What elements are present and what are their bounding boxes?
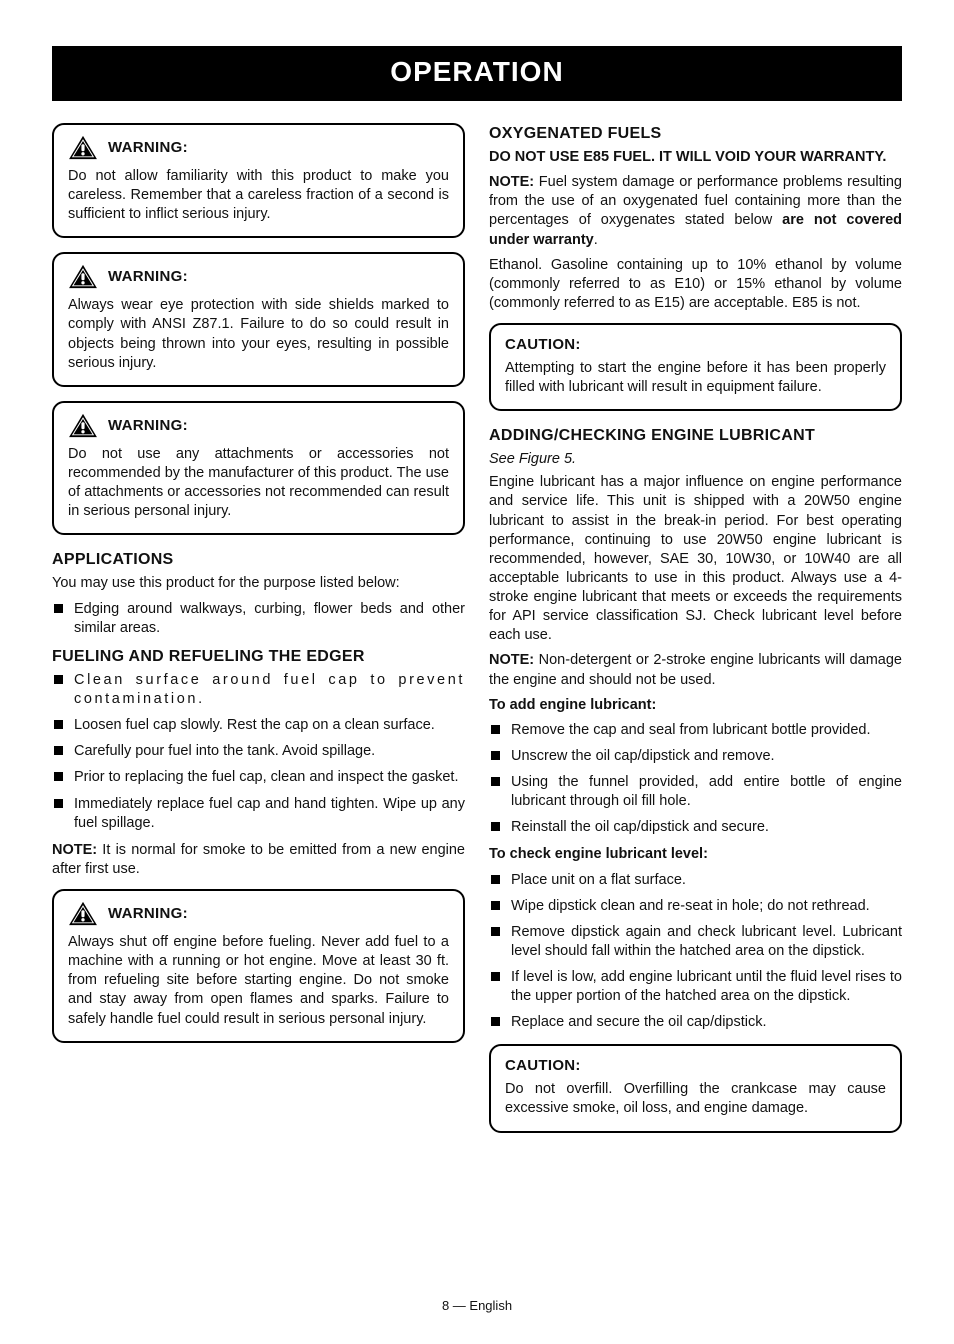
list-item: If level is low, add engine lubricant un… (489, 968, 902, 1006)
warning-box-3: WARNING: Do not use any attachments or a… (52, 401, 465, 536)
caution-body: Do not overfill. Overfilling the crankca… (505, 1080, 886, 1118)
warning-box-2: WARNING: Always wear eye protection with… (52, 252, 465, 387)
caution-body: Attempting to start the engine before it… (505, 359, 886, 397)
oxy-sub: DO NOT USE E85 FUEL. IT WILL VOID YOUR W… (489, 148, 902, 167)
list-item: Prior to replacing the fuel cap, clean a… (52, 768, 465, 787)
applications-intro: You may use this product for the purpose… (52, 574, 465, 593)
fueling-list: Clean surface around fuel cap to prevent… (52, 671, 465, 833)
lube-add-head: To add engine lubricant: (489, 696, 902, 715)
list-item: Immediately replace fuel cap and hand ti… (52, 795, 465, 833)
warning-body: Always wear eye protection with side shi… (68, 296, 449, 373)
fueling-heading: FUELING AND REFUELING THE EDGER (52, 646, 465, 667)
lube-note: NOTE: Non-detergent or 2-stroke engine l… (489, 651, 902, 689)
list-item: Loosen fuel cap slowly. Rest the cap on … (52, 716, 465, 735)
list-item: Clean surface around fuel cap to prevent… (52, 671, 465, 709)
warning-icon (68, 901, 98, 927)
lube-p1: Engine lubricant has a major influence o… (489, 473, 902, 645)
oxy-note: NOTE: Fuel system damage or performance … (489, 173, 902, 250)
warning-body: Always shut off engine before fueling. N… (68, 933, 449, 1029)
lube-check-head: To check engine lubricant level: (489, 845, 902, 864)
note-body-b: . (594, 232, 598, 248)
lube-check-list: Place unit on a flat surface. Wipe dipst… (489, 871, 902, 1033)
oxy-heading: OXYGENATED FUELS (489, 123, 902, 144)
fueling-note: NOTE: It is normal for smoke to be emitt… (52, 841, 465, 879)
page-footer: 8 — English (52, 1297, 902, 1314)
caution-box-2: CAUTION: Do not overfill. Overfilling th… (489, 1044, 902, 1132)
caution-label: CAUTION: (505, 335, 581, 355)
list-item: Place unit on a flat surface. (489, 871, 902, 890)
warning-box-1: WARNING: Do not allow familiarity with t… (52, 123, 465, 238)
warning-icon (68, 413, 98, 439)
caution-label: CAUTION: (505, 1056, 581, 1076)
applications-heading: APPLICATIONS (52, 549, 465, 570)
warning-icon (68, 135, 98, 161)
two-column-layout: WARNING: Do not allow familiarity with t… (52, 123, 902, 1147)
note-label: NOTE: (52, 842, 97, 858)
list-item: Wipe dipstick clean and re-seat in hole;… (489, 897, 902, 916)
lube-add-list: Remove the cap and seal from lubricant b… (489, 721, 902, 838)
warning-label: WARNING: (108, 904, 188, 924)
warning-body: Do not use any attachments or accessorie… (68, 445, 449, 522)
list-item: Using the funnel provided, add entire bo… (489, 773, 902, 811)
warning-label: WARNING: (108, 138, 188, 158)
note-label: NOTE: (489, 174, 534, 190)
caution-box-1: CAUTION: Attempting to start the engine … (489, 323, 902, 411)
list-item: Replace and secure the oil cap/dipstick. (489, 1013, 902, 1032)
oxy-ethanol: Ethanol. Gasoline containing up to 10% e… (489, 256, 902, 313)
warning-icon (68, 264, 98, 290)
warning-label: WARNING: (108, 416, 188, 436)
note-body: It is normal for smoke to be emitted fro… (52, 842, 465, 877)
warning-body: Do not allow familiarity with this produ… (68, 167, 449, 224)
section-title: OPERATION (390, 56, 563, 87)
list-item: Edging around walkways, curbing, flower … (52, 600, 465, 638)
right-column: OXYGENATED FUELS DO NOT USE E85 FUEL. IT… (489, 123, 902, 1147)
list-item: Carefully pour fuel into the tank. Avoid… (52, 742, 465, 761)
lube-heading: ADDING/CHECKING ENGINE LUBRICANT (489, 425, 902, 446)
note-label: NOTE: (489, 652, 534, 668)
list-item: Reinstall the oil cap/dipstick and secur… (489, 818, 902, 837)
warning-label: WARNING: (108, 267, 188, 287)
page-number: 8 — English (442, 1298, 512, 1313)
left-column: WARNING: Do not allow familiarity with t… (52, 123, 465, 1147)
warning-box-4: WARNING: Always shut off engine before f… (52, 889, 465, 1043)
section-title-bar: OPERATION (52, 46, 902, 101)
list-item: Remove the cap and seal from lubricant b… (489, 721, 902, 740)
note-body: Non-detergent or 2-stroke engine lubrica… (489, 652, 902, 687)
applications-list: Edging around walkways, curbing, flower … (52, 600, 465, 638)
lube-fig-ref: See Figure 5. (489, 450, 902, 469)
list-item: Remove dipstick again and check lubrican… (489, 923, 902, 961)
list-item: Unscrew the oil cap/dipstick and remove. (489, 747, 902, 766)
